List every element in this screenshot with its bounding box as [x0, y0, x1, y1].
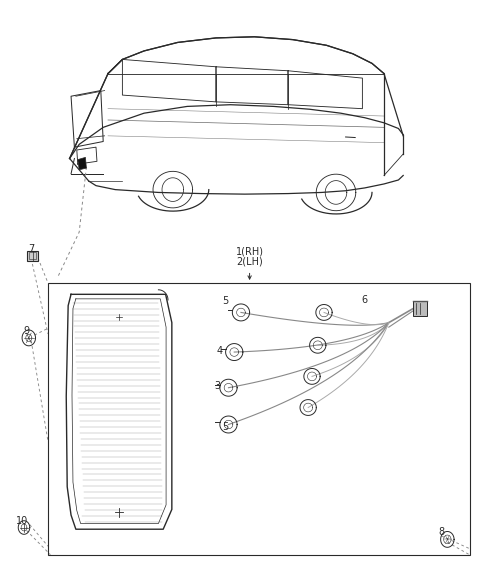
Text: 2(LH): 2(LH) — [236, 256, 263, 267]
Bar — [29, 252, 36, 259]
Text: 10: 10 — [15, 516, 28, 526]
Text: 5: 5 — [222, 422, 229, 432]
Text: 3: 3 — [214, 381, 220, 391]
Text: 8: 8 — [439, 527, 444, 537]
Bar — [48, 283, 470, 555]
Text: 4: 4 — [217, 346, 223, 356]
Text: 6: 6 — [362, 295, 368, 305]
Text: 7: 7 — [28, 244, 35, 254]
Bar — [27, 251, 38, 261]
Text: 5: 5 — [222, 296, 229, 306]
Text: 1(RH): 1(RH) — [236, 247, 264, 257]
Bar — [413, 301, 427, 316]
Polygon shape — [78, 157, 86, 170]
Text: 9: 9 — [24, 326, 29, 336]
